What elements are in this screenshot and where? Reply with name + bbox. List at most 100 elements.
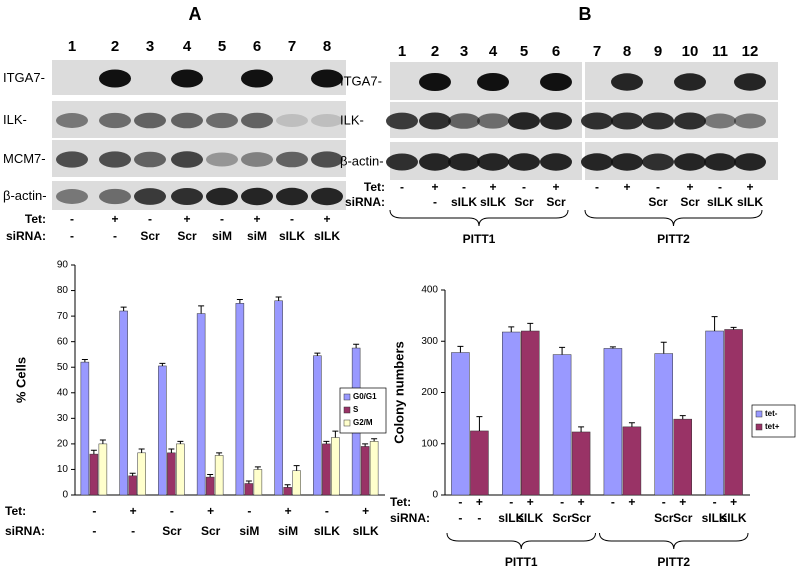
tet-label: +	[207, 504, 214, 518]
sirna-label: Scr	[177, 229, 197, 243]
legend-label: S	[353, 405, 359, 414]
bar	[158, 365, 167, 496]
brace	[584, 209, 763, 227]
error-bar	[476, 416, 483, 431]
tet-label: +	[623, 180, 630, 194]
bar	[724, 329, 743, 496]
tet-label: -	[611, 495, 615, 509]
blot-band	[134, 188, 166, 205]
tet-label: +	[130, 504, 137, 518]
lane-number: 7	[288, 38, 296, 55]
blot-band	[419, 73, 451, 91]
blot-band	[477, 73, 509, 91]
y-tick-label: 90	[57, 260, 69, 271]
bar	[603, 348, 623, 496]
sirna-label: -	[433, 195, 437, 209]
legend-swatch	[755, 423, 763, 431]
tet-label: +	[431, 180, 438, 194]
error-bar	[90, 449, 97, 455]
blot-band	[674, 112, 706, 130]
sirna-label: sILK	[721, 511, 747, 525]
sirna-label: Scr	[654, 511, 674, 525]
brace	[446, 532, 596, 550]
lane-number: 4	[489, 43, 498, 60]
bar	[292, 470, 301, 496]
legend-swatch	[343, 419, 351, 427]
bar	[369, 441, 379, 496]
tet-label: -	[290, 212, 294, 226]
tet-label: -	[148, 212, 152, 226]
lane-number: 11	[712, 43, 728, 60]
bar	[80, 361, 90, 496]
blot-band	[674, 73, 706, 91]
lane-number: 2	[111, 38, 119, 55]
error-bar	[371, 438, 378, 442]
blot-band	[448, 113, 480, 129]
x-tick-label: -	[92, 524, 96, 538]
bar	[360, 446, 370, 496]
x-tick-label: sILK	[314, 524, 340, 538]
tet-label: -	[656, 180, 660, 194]
sirna-label: siM	[212, 229, 232, 243]
blot-band	[477, 113, 509, 129]
y-tick-label: 20	[57, 439, 69, 450]
lane-number: 6	[253, 38, 261, 55]
blot-band	[241, 69, 273, 88]
bar	[283, 487, 292, 496]
blot-band	[477, 153, 509, 171]
tet-label: -	[713, 495, 717, 509]
bar	[214, 455, 224, 496]
panel-label: B	[579, 4, 592, 24]
y-tick-label: 100	[421, 438, 438, 449]
blot-band	[171, 112, 203, 129]
tet-label: +	[552, 180, 559, 194]
group-label: PITT2	[657, 555, 690, 569]
y-tick-label: 70	[57, 311, 69, 322]
error-bar	[81, 359, 88, 363]
error-bar	[138, 448, 145, 453]
sirna-label: Scr	[673, 511, 693, 525]
x-tick-label: sILK	[353, 524, 379, 538]
error-bar	[284, 484, 291, 488]
lane-number: 7	[593, 43, 601, 60]
group-label: PITT1	[505, 555, 538, 569]
blot-band	[611, 153, 643, 171]
blot-band	[206, 187, 238, 206]
y-tick-label: 300	[421, 336, 438, 347]
error-bar	[168, 448, 175, 453]
bar	[119, 310, 128, 496]
sirna-label: -	[113, 229, 117, 243]
bar	[274, 300, 283, 496]
sirna-label: Scr	[680, 195, 700, 209]
blot-band	[171, 151, 203, 168]
y-tick-label: 40	[57, 387, 69, 398]
tet-title: Tet:	[390, 495, 411, 509]
sirna-title: siRNA:	[5, 524, 45, 538]
blot-band	[241, 187, 273, 206]
blot-band	[241, 112, 273, 129]
sirna-label: sILK	[707, 195, 733, 209]
sirna-label: sILK	[451, 195, 477, 209]
blot-band	[99, 112, 131, 129]
error-bar	[275, 296, 282, 301]
error-bar	[120, 306, 127, 311]
brace	[599, 532, 749, 550]
x-tick-label: siM	[239, 524, 259, 538]
brace	[389, 209, 569, 227]
bar	[196, 313, 206, 496]
tet-label: +	[489, 180, 496, 194]
blot-band	[734, 153, 766, 171]
blot-band	[734, 113, 766, 129]
x-tick-label: Scr	[162, 524, 182, 538]
bar	[571, 431, 591, 496]
lane-number: 1	[398, 43, 406, 60]
x-tick-label: -	[131, 524, 135, 538]
error-bar	[711, 316, 718, 331]
lane-number: 3	[460, 43, 468, 60]
group-label: PITT1	[463, 232, 496, 246]
blot-band	[56, 113, 88, 128]
tet-label: +	[253, 212, 260, 226]
y-tick-label: 30	[57, 413, 69, 424]
lane-number: 3	[146, 38, 154, 55]
